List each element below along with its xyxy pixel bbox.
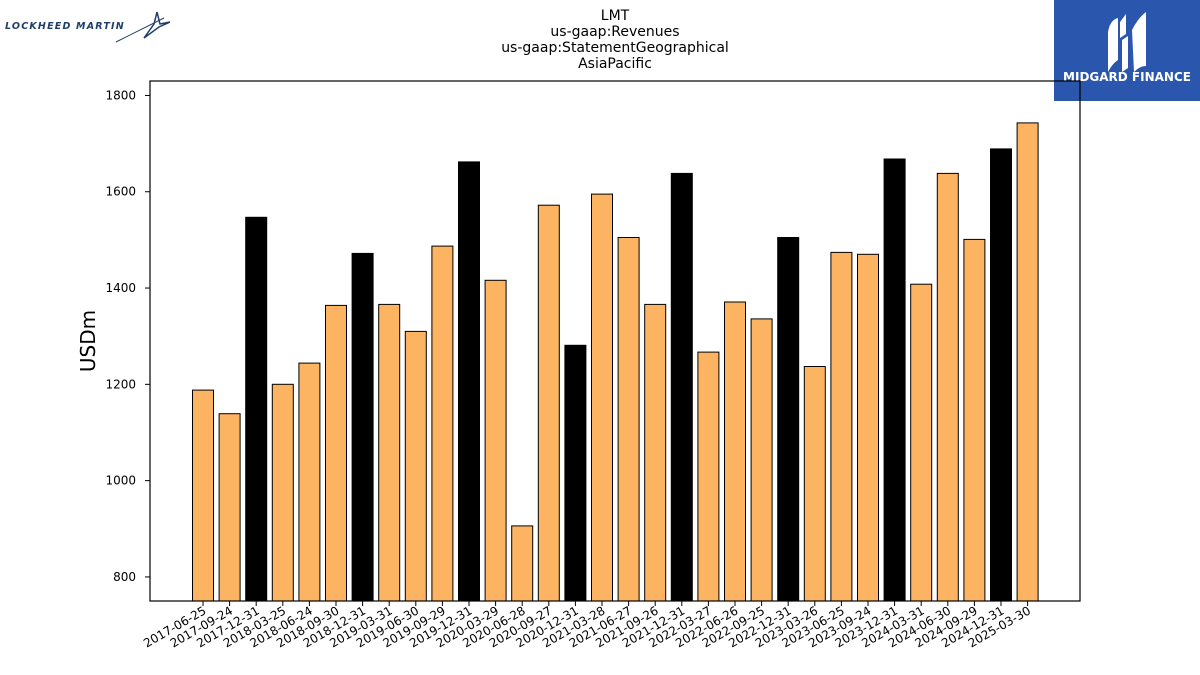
bar-2022-12-31	[777, 237, 800, 602]
bar-2020-12-31	[564, 344, 587, 602]
bar-2022-09-25	[750, 318, 773, 602]
bar-2021-12-31	[670, 172, 693, 602]
bar-2024-06-30	[936, 172, 959, 602]
midgard-finance-mark-icon	[1108, 12, 1146, 72]
star-icon	[143, 11, 171, 39]
bar-2021-06-27	[617, 237, 640, 602]
midgard-finance-logo-text: MIDGARD FINANCE	[1063, 70, 1191, 84]
chart-title-line-2: us-gaap:Revenues	[550, 24, 679, 40]
y-tick-label: 1400	[105, 281, 136, 295]
y-axis: 800 1000 1200 1400 1600 1800	[105, 88, 150, 584]
chart-title: LMT us-gaap:Revenues us-gaap:StatementGe…	[501, 8, 729, 72]
y-axis-label: USDm	[76, 310, 100, 372]
y-tick-label: 1200	[105, 377, 136, 391]
bar-2022-03-27	[697, 351, 720, 602]
bar-2021-09-26	[644, 303, 667, 602]
swoosh-icon	[115, 17, 165, 43]
bar-2018-12-31	[351, 252, 374, 602]
bar-2023-06-25	[830, 251, 853, 602]
chart-title-line-1: LMT	[601, 8, 630, 24]
y-tick-label: 1000	[105, 474, 136, 488]
y-tick-label: 1600	[105, 185, 136, 199]
bar-2017-09-24	[218, 413, 241, 602]
plot-frame	[149, 80, 1081, 602]
lockheed-martin-logo-text: LOCKHEED MARTIN	[5, 21, 125, 32]
bar-2024-12-31	[990, 148, 1012, 602]
y-tick-label: 1800	[105, 88, 136, 102]
bar-2018-03-25	[271, 383, 294, 602]
bar-2019-03-31	[378, 303, 401, 602]
bar-2020-09-27	[537, 204, 560, 602]
bar-2024-09-29	[963, 238, 986, 602]
bar-2023-09-24	[857, 253, 879, 602]
bar-2023-12-31	[883, 158, 906, 602]
y-tick-label: 800	[113, 570, 136, 584]
bar-2024-03-31	[910, 283, 933, 602]
bar-2021-03-28	[591, 193, 613, 602]
bar-2018-09-30	[325, 304, 347, 602]
x-axis: 2017-06-252017-09-242017-12-312018-03-25…	[141, 601, 1033, 650]
chart-title-line-3: us-gaap:StatementGeographical	[501, 40, 729, 56]
bar-2020-06-28	[511, 525, 534, 602]
bar-2022-06-26	[724, 301, 746, 602]
bar-2025-03-30	[1016, 122, 1039, 602]
bar-2017-12-31	[245, 216, 268, 602]
bar-2019-12-31	[458, 161, 480, 602]
bar-2019-09-29	[431, 245, 454, 602]
bar-2023-03-26	[803, 366, 826, 602]
chart-title-line-4: AsiaPacific	[578, 56, 652, 72]
midgard-finance-logo: MIDGARD FINANCE	[1054, 0, 1200, 101]
bar-2019-06-30	[404, 330, 427, 602]
bar-2018-06-24	[298, 362, 321, 602]
lockheed-martin-logo: LOCKHEED MARTIN	[4, 4, 171, 44]
bars-group	[192, 122, 1039, 602]
bar-2017-06-25	[192, 389, 214, 602]
bar-2020-03-29	[484, 279, 507, 602]
